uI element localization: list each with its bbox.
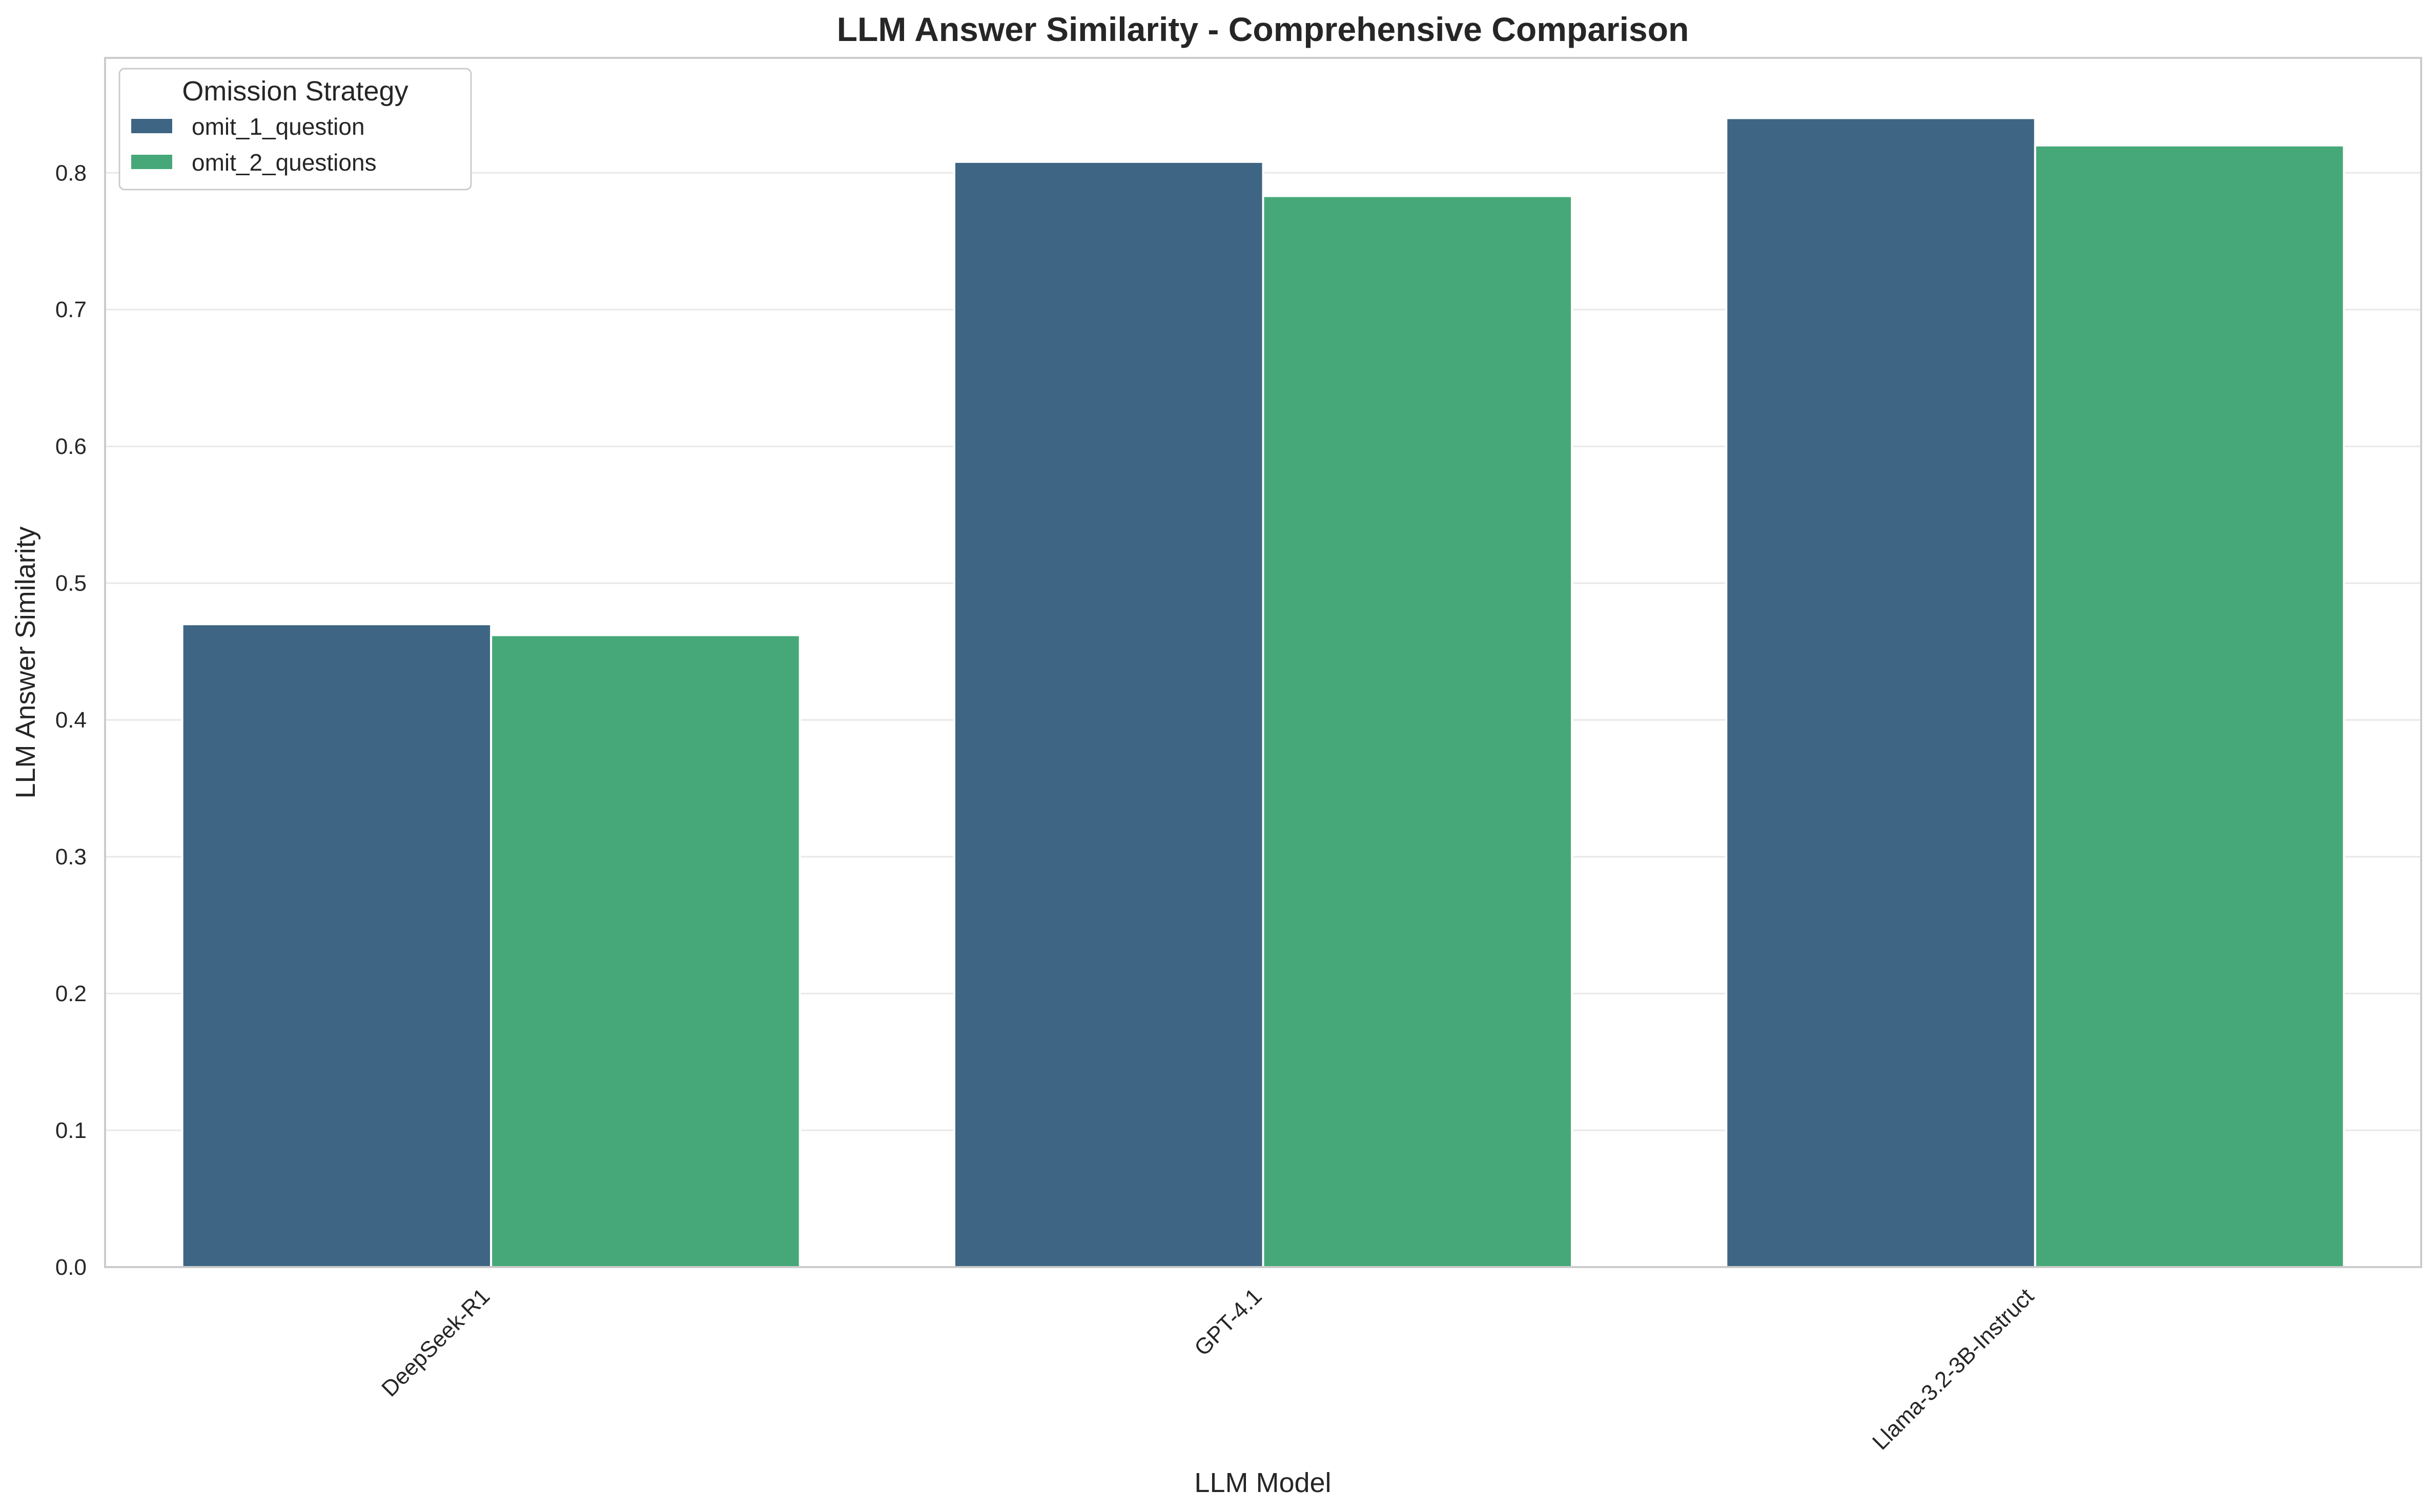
y-tick-label: 0.1 (55, 1118, 87, 1143)
bar-gpt-4-1-omit-2-questions (1262, 195, 1573, 1269)
y-tick-label: 0.6 (55, 434, 87, 459)
y-axis-ticks: 0.0 0.1 0.2 0.3 0.4 0.5 0.6 0.7 0.8 (55, 160, 87, 1280)
y-tick-label: 0.4 (55, 708, 87, 733)
y-tick-label: 0.2 (55, 981, 87, 1006)
legend-label-omit-1-question: omit_1_question (192, 113, 365, 140)
bar-llama-3-2-3b-instruct-omit-2-questions (2034, 144, 2345, 1269)
legend-swatch-omit-2-questions (131, 155, 172, 169)
legend-label-omit-2-questions: omit_2_questions (192, 149, 377, 176)
legend-title: Omission Strategy (182, 76, 408, 107)
y-axis-label: LLM Answer Similarity (10, 526, 41, 798)
plot-area-frame (104, 57, 2422, 1268)
legend: Omission Strategy omit_1_question omit_2… (118, 68, 472, 191)
x-axis-label: LLM Model (1194, 1467, 1331, 1498)
y-tick-label: 0.3 (55, 844, 87, 869)
bar-deepseek-r1-omit-2-questions (490, 634, 801, 1268)
bar-llama-3-2-3b-instruct-omit-1-question (1725, 117, 2036, 1268)
y-tick-label: 0.8 (55, 160, 87, 185)
bar-deepseek-r1-omit-1-question (181, 623, 493, 1268)
legend-swatch-omit-1-question (131, 119, 172, 133)
y-tick-label: 0.5 (55, 571, 87, 596)
y-tick-label: 0.7 (55, 297, 87, 322)
bar-gpt-4-1-omit-1-question (953, 160, 1264, 1268)
bars (181, 117, 2345, 1269)
chart-title: LLM Answer Similarity - Comprehensive Co… (837, 10, 1689, 48)
legend-frame (118, 68, 472, 191)
y-tick-label: 0.0 (55, 1255, 87, 1280)
